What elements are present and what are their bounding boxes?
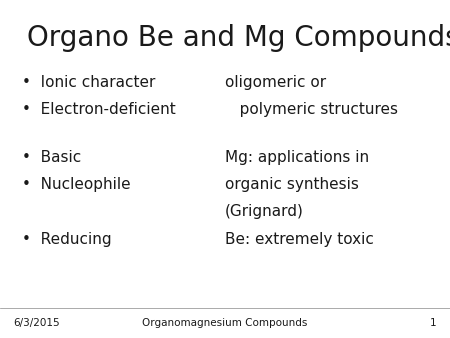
Text: •  Reducing: • Reducing bbox=[22, 233, 112, 247]
Text: Organo Be and Mg Compounds: Organo Be and Mg Compounds bbox=[27, 24, 450, 52]
Text: •  Basic: • Basic bbox=[22, 150, 82, 165]
Text: (Grignard): (Grignard) bbox=[225, 204, 304, 219]
Text: Mg: applications in: Mg: applications in bbox=[225, 150, 369, 165]
Text: •  Ionic character: • Ionic character bbox=[22, 75, 156, 90]
Text: •  Electron-deficient: • Electron-deficient bbox=[22, 102, 176, 117]
Text: Be: extremely toxic: Be: extremely toxic bbox=[225, 233, 374, 247]
Text: 1: 1 bbox=[430, 318, 436, 328]
Text: Organomagnesium Compounds: Organomagnesium Compounds bbox=[142, 318, 308, 328]
Text: polymeric structures: polymeric structures bbox=[225, 102, 398, 117]
Text: organic synthesis: organic synthesis bbox=[225, 177, 359, 192]
Text: •  Nucleophile: • Nucleophile bbox=[22, 177, 131, 192]
Text: 6/3/2015: 6/3/2015 bbox=[14, 318, 60, 328]
Text: oligomeric or: oligomeric or bbox=[225, 75, 326, 90]
